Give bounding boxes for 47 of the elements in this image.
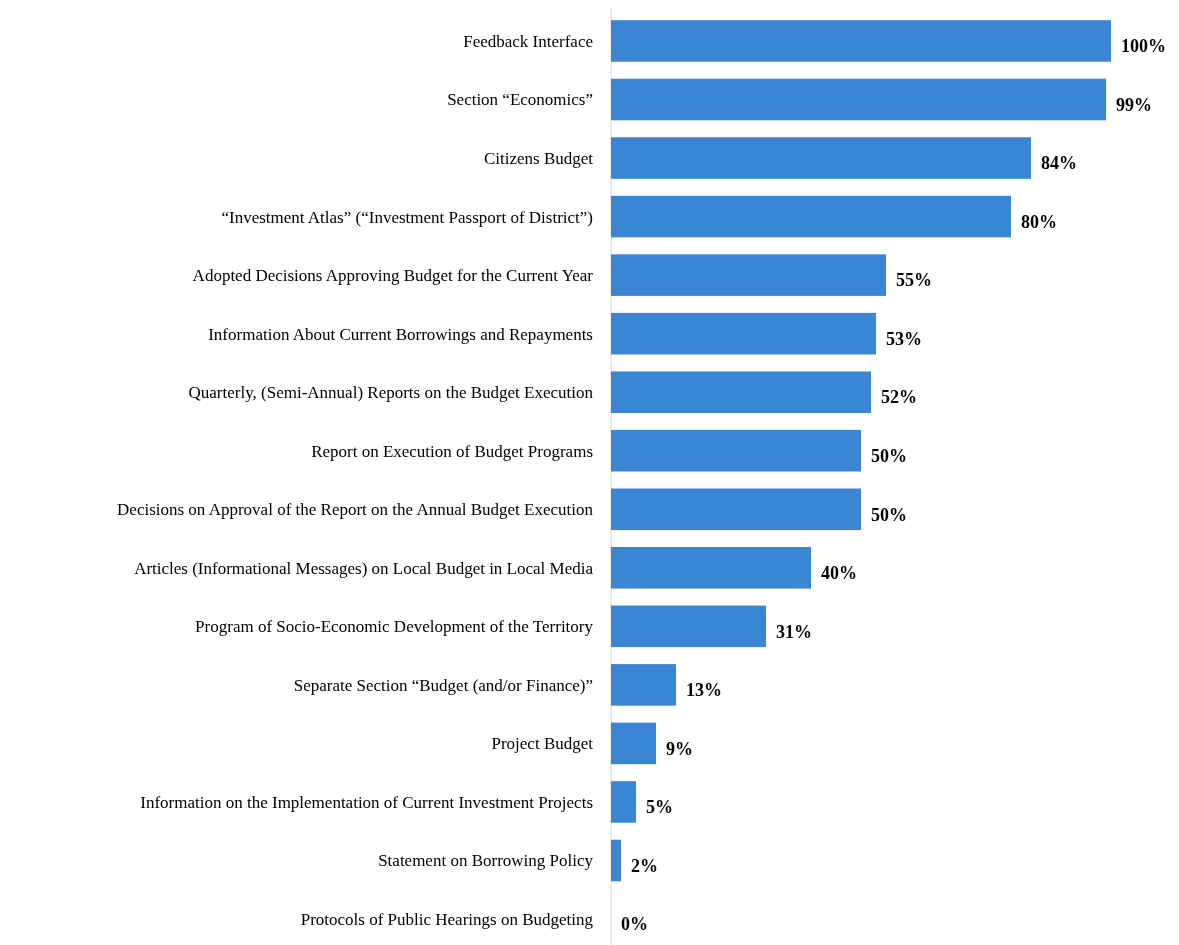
bar: [611, 605, 766, 648]
bar: [611, 547, 811, 589]
bar: [611, 488, 861, 531]
y-tick-label: Quarterly, (Semi-Annual) Reports on the Budget Execution: [188, 383, 594, 403]
y-tick-label: Feedback Interface: [463, 31, 593, 51]
bar: [611, 839, 621, 882]
y-tick-label: Decisions on Approval of the Report on the Annual Budget Execution: [117, 500, 594, 520]
y-tick-label: Articles (Informational Messages) on Local Budget in Local Media: [134, 558, 594, 578]
data-label: 2%: [631, 855, 658, 876]
y-tick-label: Information on the Implementation of Current Investment Projects: [140, 792, 593, 812]
y-tick-label: Program of Socio-Economic Development of the Territory: [195, 617, 594, 637]
y-tick-label: Citizens Budget: [483, 149, 594, 168]
data-label: 100%: [1121, 36, 1166, 57]
bar: [611, 78, 1106, 121]
y-tick-label: Project Budget: [491, 734, 594, 754]
y-tick-label: Information About Current Borrowings and Repayments: [208, 324, 593, 344]
data-label: 13%: [686, 680, 722, 701]
y-tick-label: Section “Economics”: [447, 90, 593, 110]
y-tick-label: Protocols of Public Hearings on Budgeting: [300, 909, 594, 929]
data-label: 99%: [1116, 94, 1152, 115]
y-tick-label: Separate Section “Budget (and/or Finance)”: [293, 675, 593, 695]
y-tick-label: Report on Execution of Budget Programs: [311, 441, 593, 461]
data-label: 84%: [1041, 153, 1077, 174]
data-label: 0%: [621, 914, 648, 935]
bar: [611, 195, 1011, 238]
y-tick-label: Statement on Borrowing Policy: [378, 851, 594, 871]
data-label: 31%: [776, 621, 812, 642]
y-tick-label: “Investment Atlas” (“Investment Passport of District”): [221, 207, 593, 227]
data-label: 53%: [886, 328, 922, 349]
data-label: 40%: [821, 563, 857, 584]
bar: [611, 137, 1031, 179]
bar: [611, 254, 886, 296]
y-tick-label: Adopted Decisions Approving Budget for the Current Year: [192, 266, 594, 286]
bar: [611, 371, 871, 413]
data-label: 9%: [666, 738, 693, 759]
data-label: 5%: [646, 797, 673, 818]
bar: [611, 781, 636, 823]
bar: [611, 429, 861, 472]
bar: [611, 664, 676, 706]
bar: [611, 722, 656, 765]
data-label: 55%: [896, 270, 932, 291]
data-label: 80%: [1021, 211, 1057, 232]
data-label: 52%: [881, 387, 917, 408]
bar: [611, 312, 876, 355]
bar: [611, 20, 1111, 62]
data-label: 50%: [871, 504, 907, 525]
data-label: 50%: [871, 446, 907, 467]
